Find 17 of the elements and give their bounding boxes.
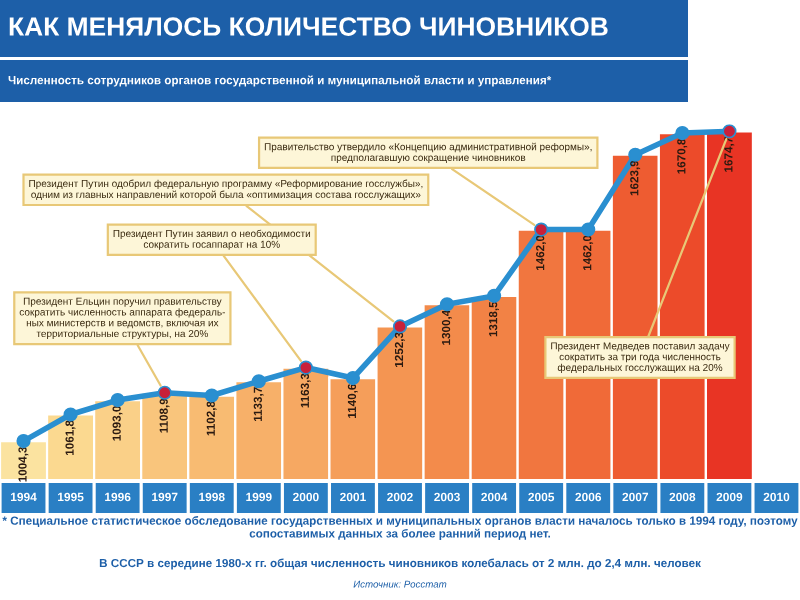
point — [487, 288, 502, 303]
point — [157, 385, 172, 400]
point — [16, 433, 31, 449]
chart-title: КАК МЕНЯЛОСЬ КОЛИЧЕСТВО ЧИНОВНИКОВ — [9, 17, 608, 36]
point — [204, 388, 219, 403]
point — [298, 360, 313, 375]
point — [110, 392, 125, 408]
point — [345, 370, 361, 386]
point — [63, 407, 78, 422]
point — [392, 319, 408, 334]
point — [251, 374, 266, 389]
point — [534, 222, 549, 237]
point — [628, 147, 643, 162]
point — [439, 297, 455, 312]
point — [722, 124, 737, 139]
point — [581, 222, 596, 237]
point — [675, 125, 690, 141]
